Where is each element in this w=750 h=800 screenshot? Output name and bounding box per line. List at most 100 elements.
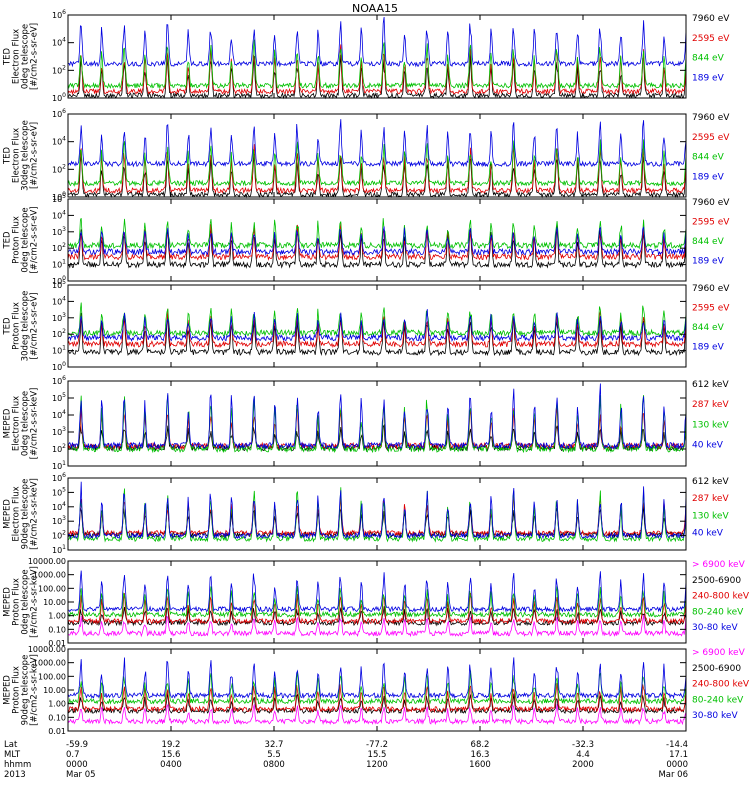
y-tick-label: 10000.00 xyxy=(28,645,66,654)
y-axis-label: MEPEDElectron Flux0deg telescope[#/cm2-s… xyxy=(3,388,40,460)
x-tick-label: -77.2 xyxy=(366,740,388,750)
legend-entry: 287 keV xyxy=(692,494,729,504)
series-line-3-3 xyxy=(67,218,687,250)
series-line-6-4 xyxy=(67,481,687,540)
x-tick-label: -14.4 xyxy=(666,740,688,750)
series-line-5-4 xyxy=(67,383,687,450)
series-line-8-5 xyxy=(67,657,687,700)
panels-group: 100 102 104 106 TEDElectron Flux0deg telesco… xyxy=(3,9,750,736)
y-axis-label: TEDProton Flux0deg telescope[#/cm2-s-sr-… xyxy=(3,206,40,273)
y-axis-label: TEDProton Flux30deg telescope[#/cm2-s-sr… xyxy=(3,291,40,362)
legend-entry: 189 eV xyxy=(692,257,725,267)
y-tick-label: 1000.00 xyxy=(33,659,66,668)
legend-entry: > 6900 keV xyxy=(692,560,746,570)
panel-5: 101 102 103 104 105 106 MEPEDElectron Flux0deg… xyxy=(3,375,730,471)
series-line-1-2 xyxy=(67,44,687,96)
panel-frame xyxy=(67,560,687,644)
legend-entry: 80-240 keV xyxy=(692,607,744,617)
y-tick-label: 103 xyxy=(52,226,66,237)
y-tick-label: 100 xyxy=(52,92,66,103)
legend-entry: 30-80 keV xyxy=(692,623,738,633)
series-line-3-4 xyxy=(67,226,687,257)
y-tick-label: 105 xyxy=(52,486,66,497)
series-line-4-2 xyxy=(67,308,687,349)
series-line-1-4 xyxy=(67,16,687,68)
y-tick-label: 104 xyxy=(52,501,66,512)
y-tick-label: 10.00 xyxy=(43,598,66,607)
y-tick-label: 1000.00 xyxy=(33,571,66,580)
figure-title: NOAA15 xyxy=(352,2,398,15)
panel-8: 0.01 0.10 1.00 10.00 100.00 1000.00 10000.00ME… xyxy=(3,645,750,736)
x-tick-label: -32.3 xyxy=(572,740,594,750)
x-tick-label: 0800 xyxy=(263,760,285,770)
legend-entry: 844 eV xyxy=(692,153,725,163)
legend-entry: 189 eV xyxy=(692,343,725,353)
x-row-label: MLT xyxy=(4,750,21,760)
x-tick-label: 15.6 xyxy=(162,750,181,760)
y-tick-label: 106 xyxy=(52,108,66,119)
series-line-7-5 xyxy=(68,570,687,614)
legend-entry: 240-800 keV xyxy=(692,680,750,690)
y-tick-label: 104 xyxy=(52,409,66,420)
legend-entry: 2500-6900 xyxy=(692,576,741,586)
series-line-2-4 xyxy=(67,119,687,168)
legend-entry: 2595 eV xyxy=(692,133,730,143)
legend-entry: 240-800 keV xyxy=(692,592,750,602)
y-axis-label: TEDElectron Flux30deg telescope[#/cm2-s-… xyxy=(3,120,40,191)
legend-entry: 2595 eV xyxy=(692,304,730,314)
panel-4: 100 101 102 103 104 105 TEDProton Flux30deg te… xyxy=(3,279,731,372)
y-tick-label: 100.00 xyxy=(38,672,66,681)
legend-entry: 287 keV xyxy=(692,400,729,410)
panel-frame xyxy=(67,380,687,467)
x-tick-label: 0400 xyxy=(160,760,182,770)
series-line-4-3 xyxy=(67,302,687,338)
series-line-6-3 xyxy=(67,487,687,543)
panel-frame xyxy=(67,198,687,282)
legend-entry: 130 keV xyxy=(692,511,729,521)
y-tick-label: 104 xyxy=(52,209,66,220)
panel-6: 101 102 103 104 105 106 MEPEDElectron Flux90de… xyxy=(3,472,730,555)
x-tick-label: 0.7 xyxy=(66,750,80,760)
y-tick-label: 100 xyxy=(52,361,66,372)
y-tick-label: 106 xyxy=(52,375,66,386)
y-tick-label: 102 xyxy=(52,242,66,253)
legend-entry: 844 eV xyxy=(692,237,725,247)
legend-entry: 612 keV xyxy=(692,477,729,487)
legend-entry: 2595 eV xyxy=(692,34,730,44)
x-tick-label: 16.3 xyxy=(471,750,490,760)
y-tick-label: 101 xyxy=(52,544,66,555)
y-tick-label: 102 xyxy=(52,64,66,75)
y-tick-label: 102 xyxy=(52,443,66,454)
series-line-1-3 xyxy=(67,39,687,90)
y-tick-label: 101 xyxy=(52,345,66,356)
y-tick-label: 1.00 xyxy=(48,700,66,709)
series-line-8-3 xyxy=(67,683,687,714)
x-tick-label: 4.4 xyxy=(576,750,590,760)
legend-entry: 7960 eV xyxy=(692,14,730,24)
panel-1: 100 102 104 106 TEDElectron Flux0deg telesco… xyxy=(3,9,731,103)
legend-entry: 7960 eV xyxy=(692,113,730,123)
legend-entry: > 6900 keV xyxy=(692,648,746,658)
x-tick-label: 68.2 xyxy=(471,740,490,750)
x-tick-label: 2000 xyxy=(572,760,594,770)
y-tick-label: 106 xyxy=(52,9,66,20)
legend-entry: 40 keV xyxy=(692,528,724,538)
legend-entry: 612 keV xyxy=(692,380,729,390)
series-line-5-3 xyxy=(67,394,687,454)
y-tick-label: 105 xyxy=(52,279,66,290)
legend-entry: 7960 eV xyxy=(692,198,730,208)
x-tick-label: 1200 xyxy=(366,760,388,770)
x-row-label: Lat xyxy=(4,740,18,750)
y-axis-label: MEPEDProton Flux90deg telescope[#/cm2-s-… xyxy=(3,654,40,726)
series-line-7-1 xyxy=(68,614,687,638)
x-tick-label: 32.7 xyxy=(265,740,284,750)
legend-entry: 189 eV xyxy=(692,172,725,182)
y-tick-label: 1.00 xyxy=(48,612,66,621)
legend-entry: 844 eV xyxy=(692,54,725,64)
series-line-2-3 xyxy=(67,139,687,187)
x-tick-label: Mar 05 xyxy=(66,770,96,780)
x-row-label: 2013 xyxy=(4,770,26,780)
series-line-7-3 xyxy=(67,592,687,626)
